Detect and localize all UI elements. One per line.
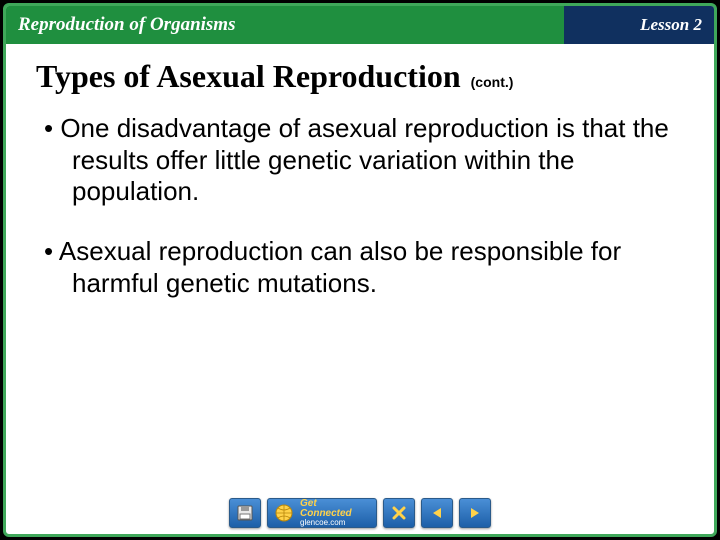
footer-nav: Get Connected glencoe.com — [229, 498, 491, 528]
slide-frame: Reproduction of Organisms Lesson 2 Types… — [3, 3, 717, 537]
close-button[interactable] — [383, 498, 415, 528]
connect-line2: glencoe.com — [300, 519, 370, 527]
list-item: One disadvantage of asexual reproduction… — [44, 113, 684, 208]
close-icon — [392, 506, 406, 520]
triangle-right-icon — [468, 506, 482, 520]
save-button[interactable] — [229, 498, 261, 528]
connect-line1: Get Connected — [300, 499, 370, 519]
bullet-list: One disadvantage of asexual reproduction… — [36, 113, 684, 300]
triangle-left-icon — [430, 506, 444, 520]
continued-label: (cont.) — [471, 74, 514, 90]
prev-button[interactable] — [421, 498, 453, 528]
page-title: Types of Asexual Reproduction — [36, 58, 461, 95]
lesson-label: Lesson 2 — [564, 6, 714, 44]
chapter-title: Reproduction of Organisms — [6, 6, 564, 44]
list-item: Asexual reproduction can also be respons… — [44, 236, 684, 299]
save-icon — [237, 505, 253, 521]
header-bar: Reproduction of Organisms Lesson 2 — [6, 6, 714, 44]
next-button[interactable] — [459, 498, 491, 528]
title-row: Types of Asexual Reproduction (cont.) — [36, 58, 684, 95]
connect-button[interactable]: Get Connected glencoe.com — [267, 498, 377, 528]
content-area: Types of Asexual Reproduction (cont.) On… — [6, 44, 714, 534]
connect-text: Get Connected glencoe.com — [300, 499, 370, 527]
globe-icon — [274, 503, 294, 523]
